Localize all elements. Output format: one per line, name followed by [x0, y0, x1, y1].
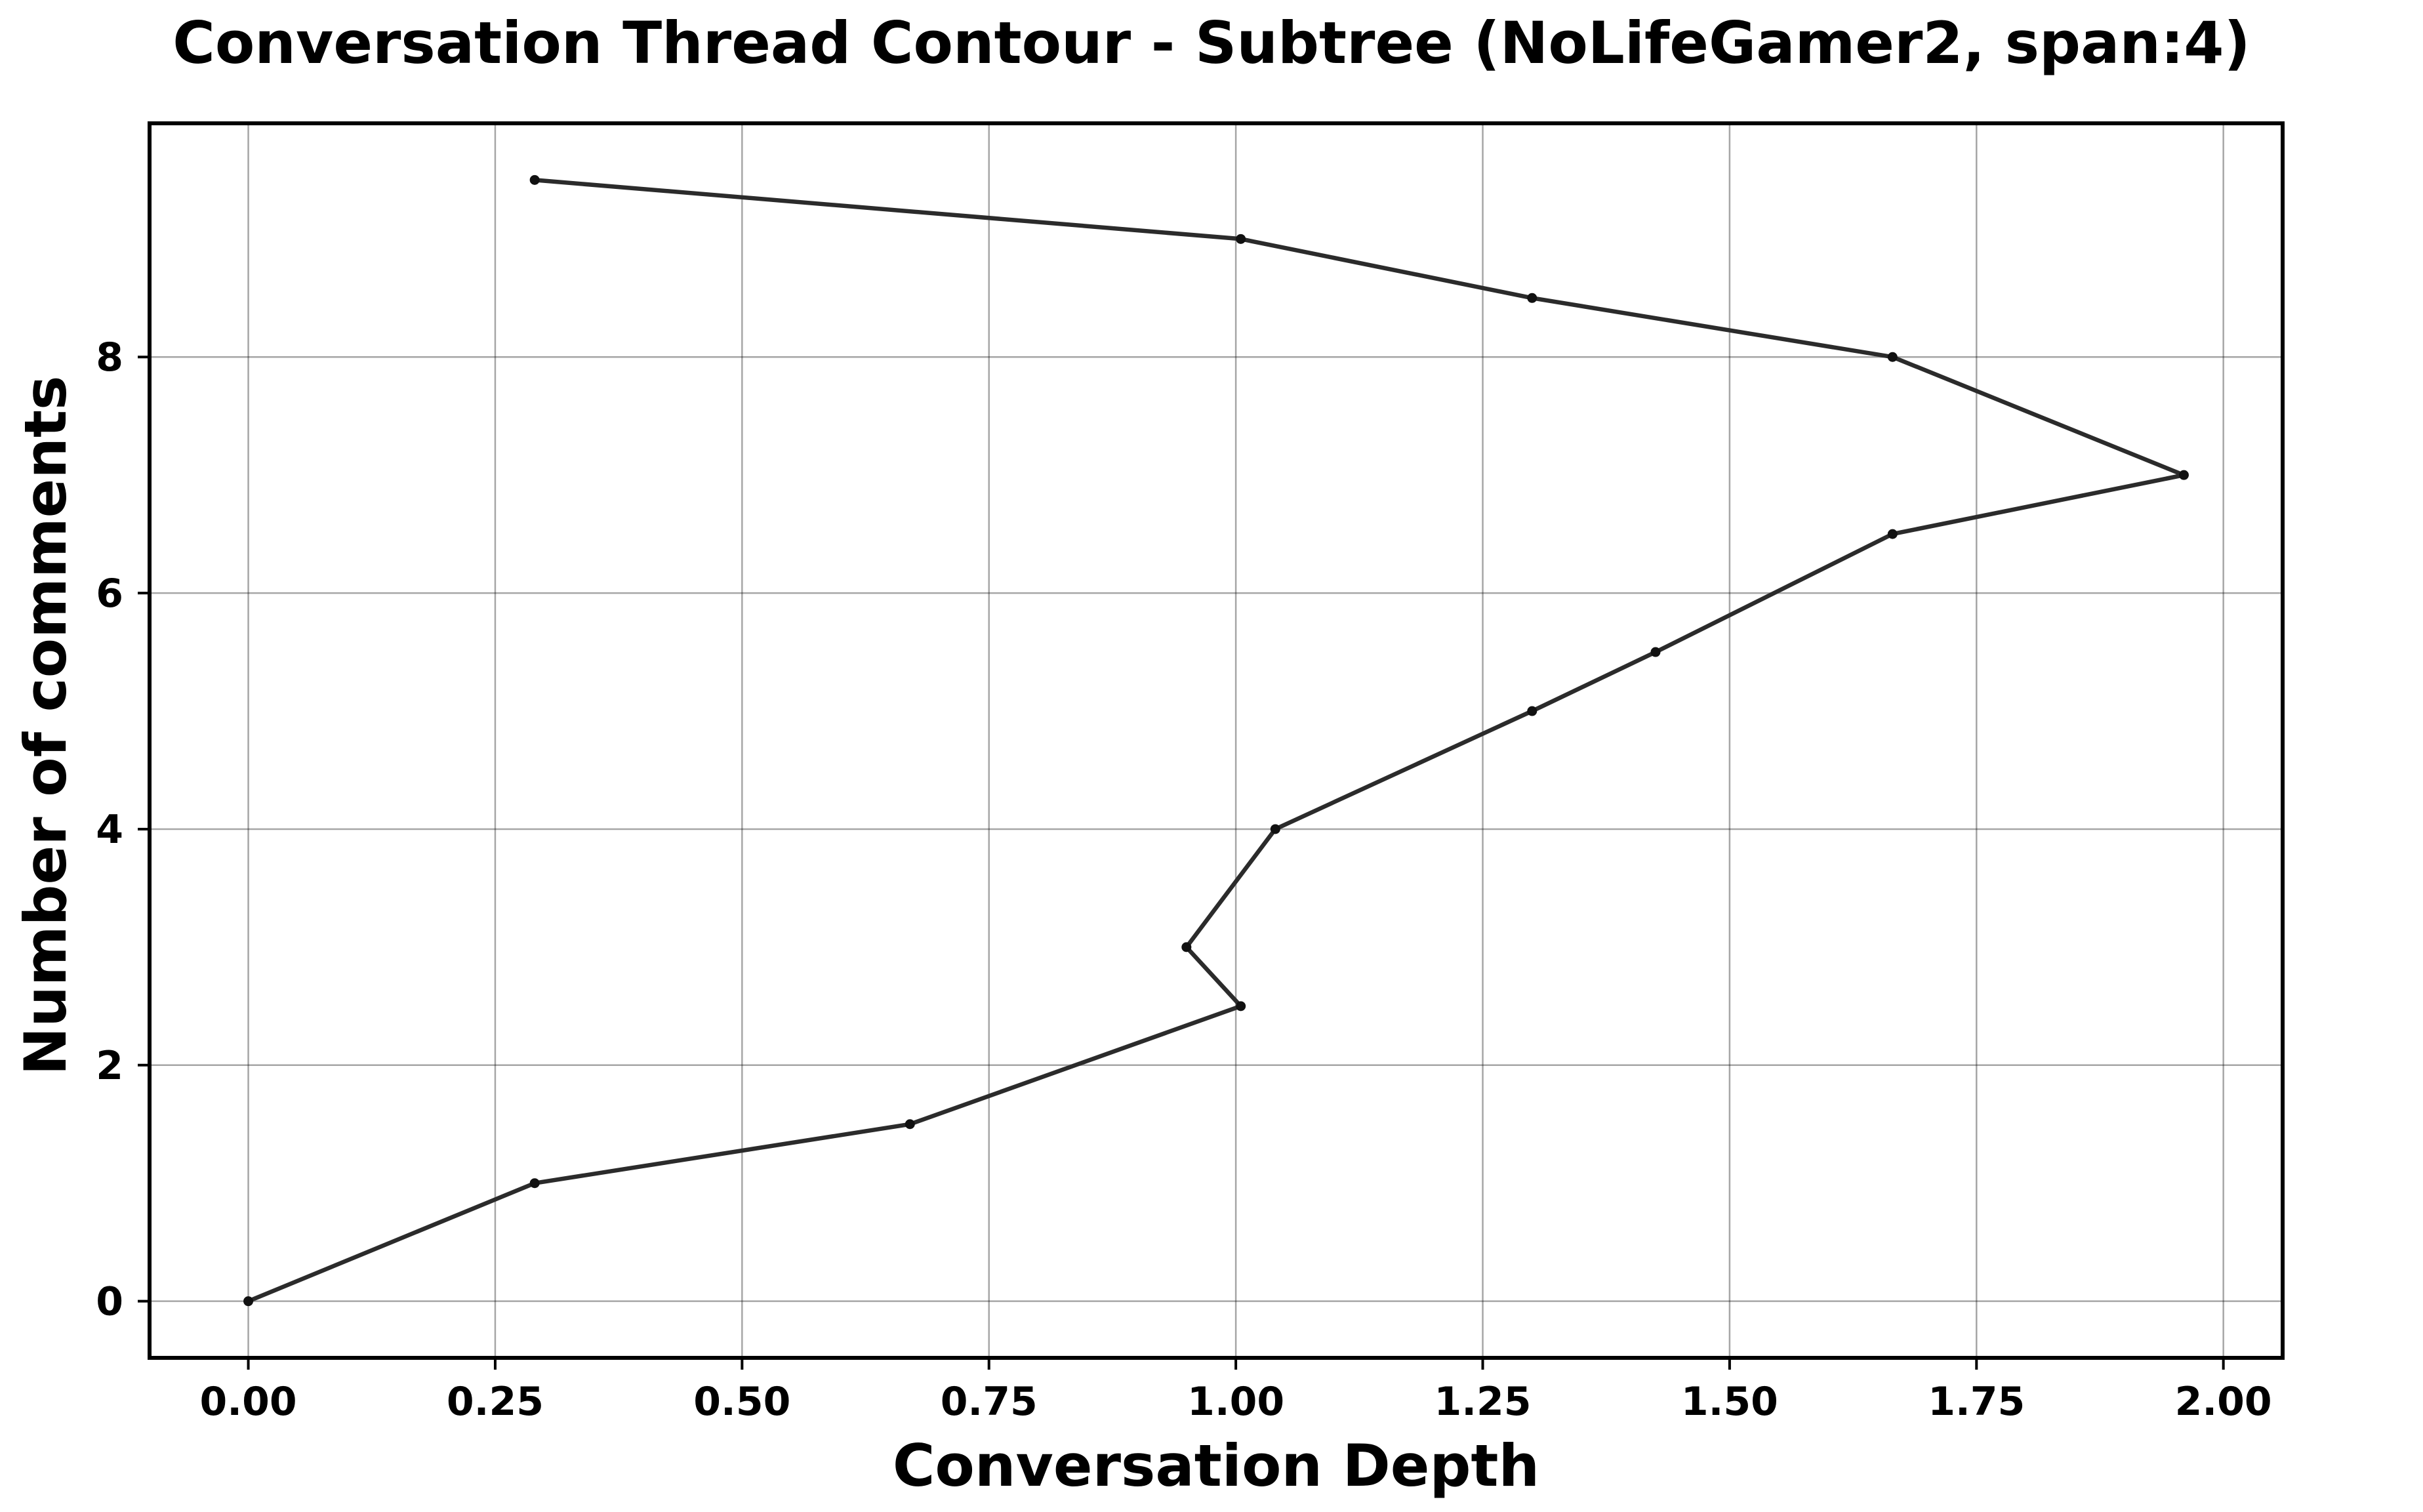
x-tick-label: 2.00	[2175, 1379, 2272, 1425]
data-point	[529, 1178, 540, 1189]
x-tick-label: 0.25	[447, 1379, 544, 1425]
data-point	[1527, 706, 1537, 716]
x-tick-label: 1.25	[1434, 1379, 1531, 1425]
data-point	[1236, 1001, 1246, 1011]
x-tick-label: 0.00	[200, 1379, 297, 1425]
data-point	[243, 1296, 254, 1307]
x-tick-label: 0.75	[941, 1379, 1038, 1425]
y-tick-label: 4	[96, 807, 123, 853]
x-tick-label: 1.75	[1928, 1379, 2025, 1425]
data-point	[1887, 529, 1898, 539]
data-point	[905, 1119, 915, 1130]
y-tick-label: 0	[96, 1279, 123, 1325]
chart-title: Conversation Thread Contour - Subtree (N…	[173, 9, 2250, 77]
data-point	[1650, 647, 1661, 657]
x-tick-label: 1.50	[1681, 1379, 1778, 1425]
x-tick-label: 0.50	[693, 1379, 790, 1425]
y-axis-label: Number of comments	[12, 376, 79, 1076]
x-tick-label: 1.00	[1187, 1379, 1284, 1425]
data-point	[529, 174, 540, 185]
y-tick-label: 2	[96, 1043, 123, 1089]
y-tick-label: 8	[96, 335, 123, 380]
series-line	[246, 178, 2186, 1303]
x-axis-label: Conversation Depth	[893, 1432, 1539, 1500]
data-point	[1270, 824, 1280, 834]
plot-frame	[148, 121, 2285, 1360]
grid	[150, 123, 2283, 1358]
data-point	[1527, 293, 1537, 303]
data-point	[1181, 942, 1192, 952]
data-point	[2178, 470, 2189, 480]
tick-layer: 0.00 0.25 0.50 0.75 1.00 1.25 1.50 1.75 2.00 0 2 4 6…	[96, 335, 2271, 1425]
data-point	[1236, 234, 1246, 244]
series-layer	[243, 174, 2189, 1307]
data-point	[1887, 352, 1898, 362]
y-tick-label: 6	[96, 571, 123, 617]
